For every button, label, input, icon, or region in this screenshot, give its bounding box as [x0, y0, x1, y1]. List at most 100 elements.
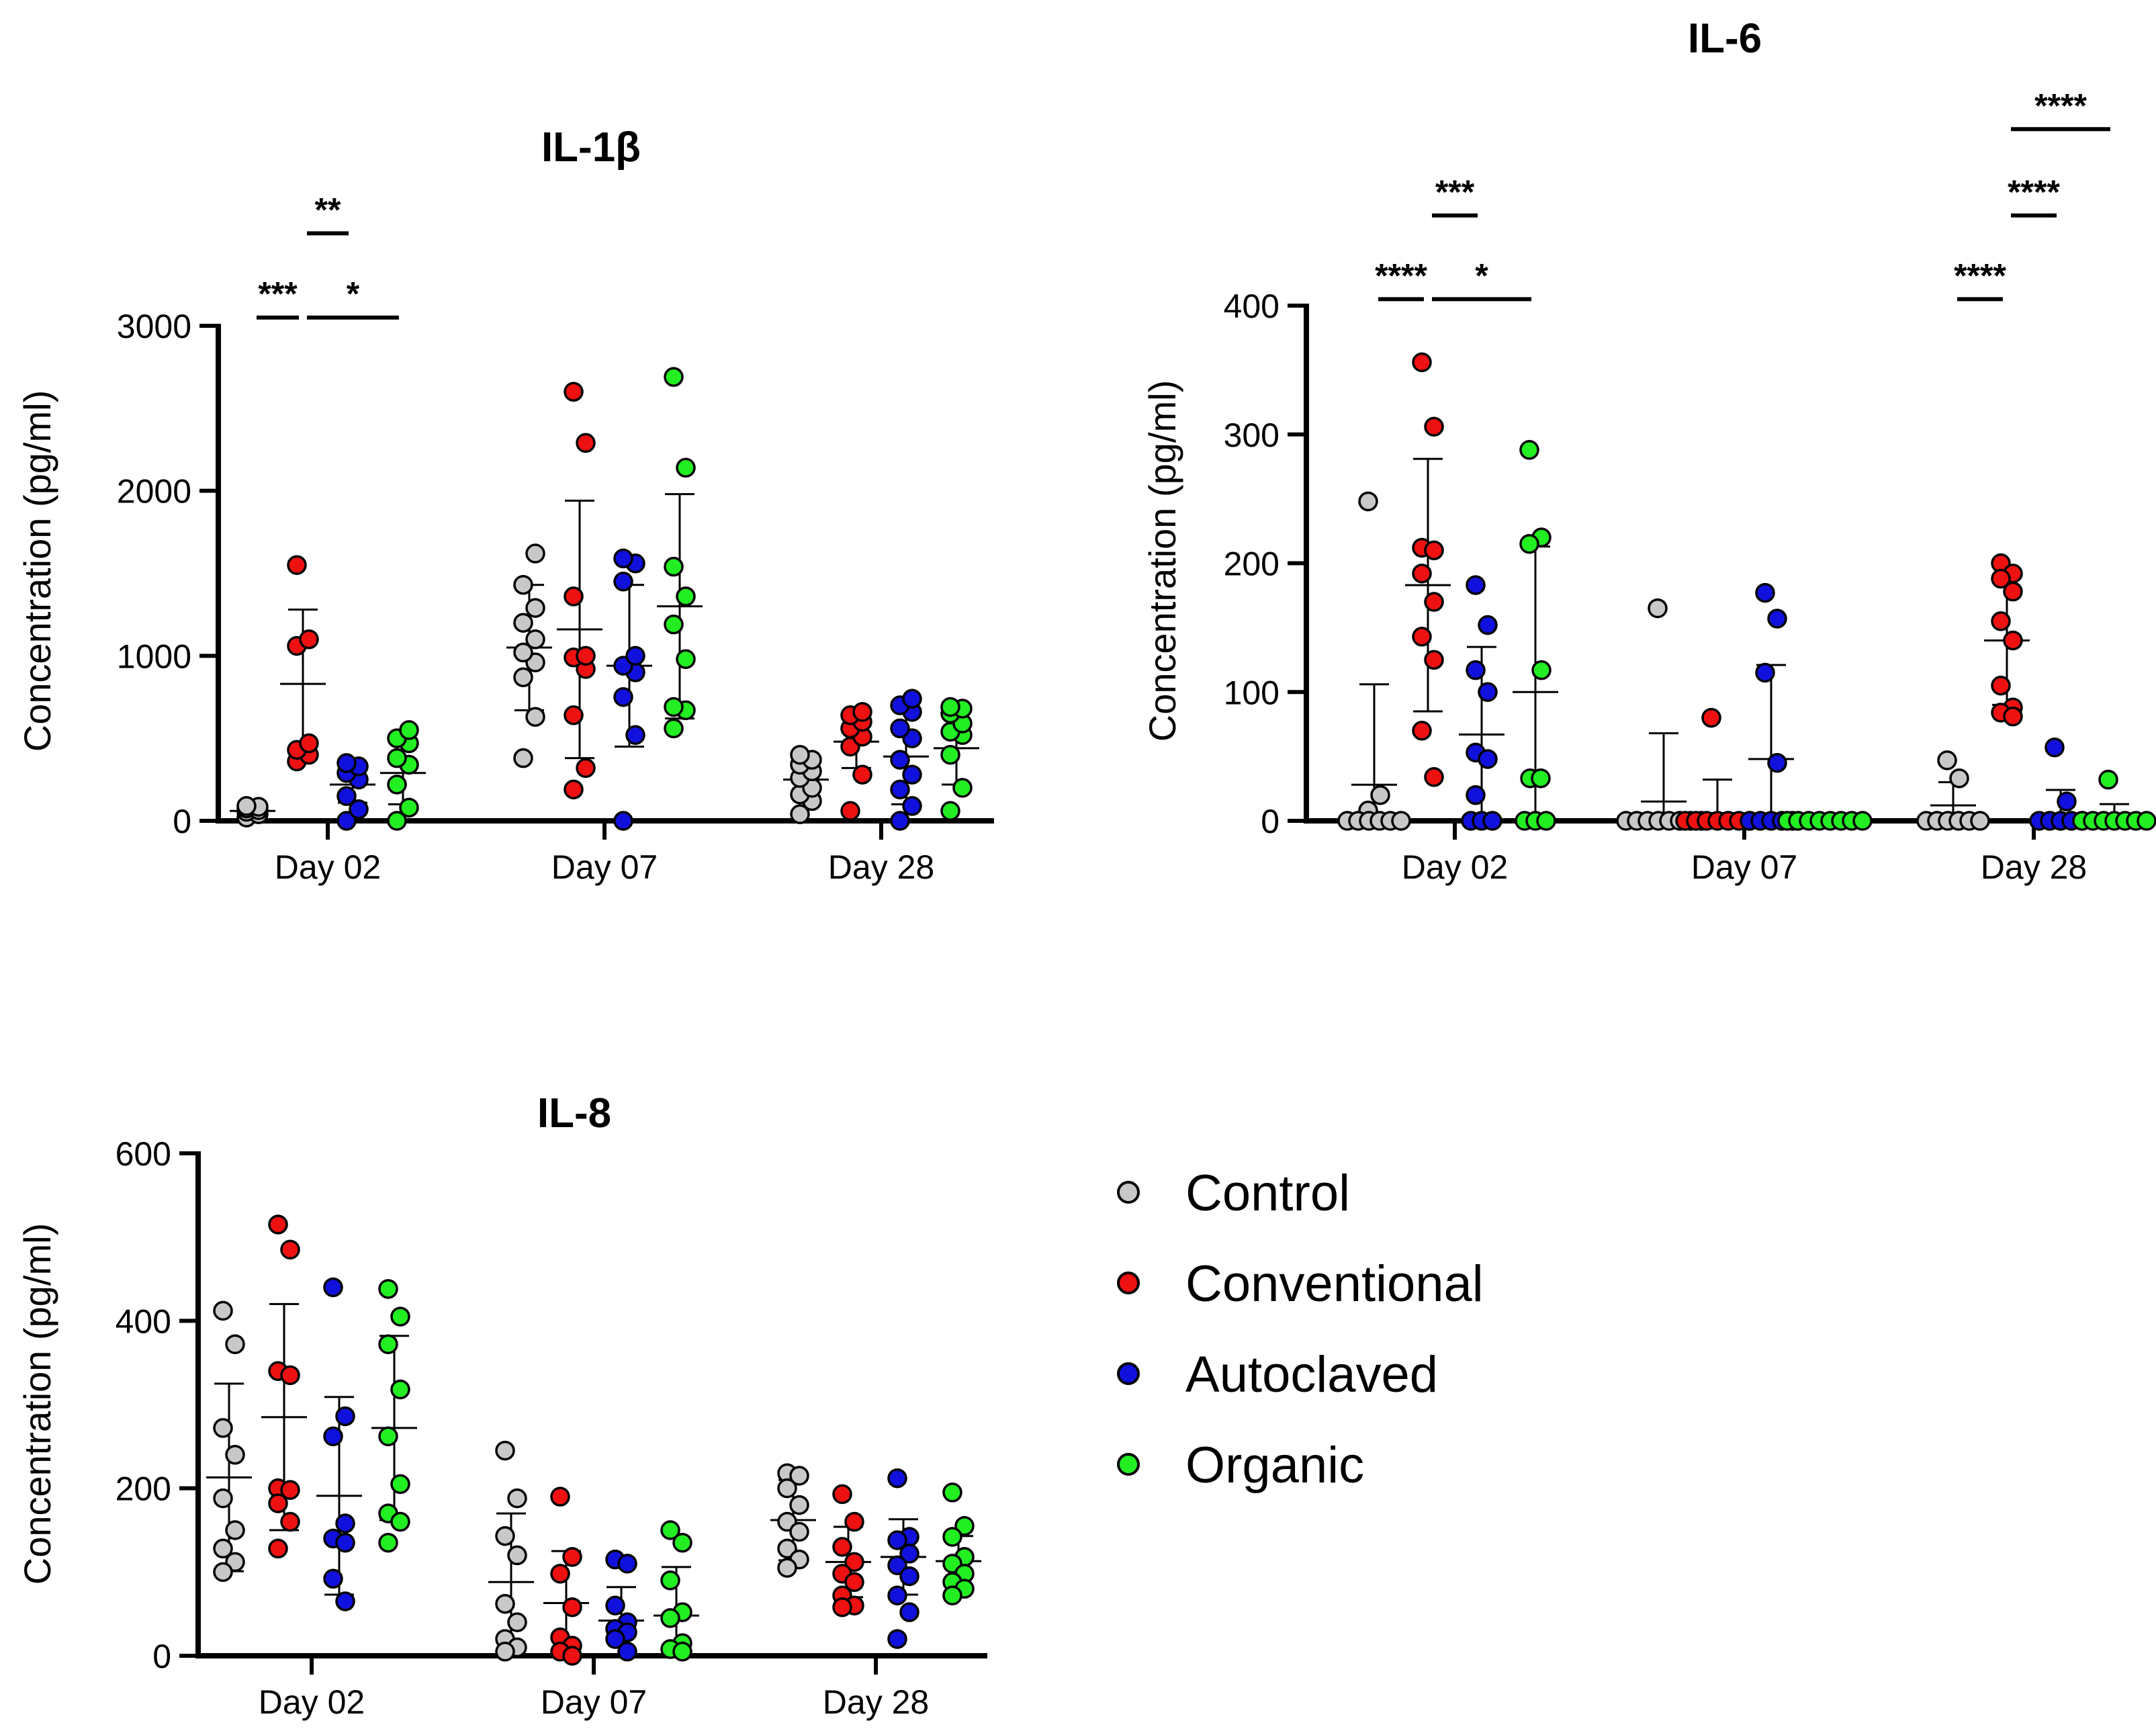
point-il8-control-day-28-8	[777, 1558, 797, 1578]
point-il6-autoclaved-day-07-0	[1755, 582, 1775, 603]
point-il8-control-day-07-3	[507, 1545, 527, 1566]
point-il8-control-day-02-5	[225, 1520, 245, 1540]
point-il6-organic-day-02-2	[1519, 533, 1539, 554]
point-il6-autoclaved-day-07-1	[1767, 609, 1787, 629]
point-il1b-control-day-07-5	[525, 629, 545, 650]
point-il6-autoclaved-day-02-3	[1478, 682, 1498, 702]
point-il8-control-day-07-8	[495, 1642, 515, 1662]
point-il8-autoclaved-day-02-1	[335, 1406, 355, 1427]
point-il8-autoclaved-day-02-5	[335, 1532, 355, 1553]
significance-label-il6-3: ****	[1954, 257, 2006, 294]
point-il1b-autoclaved-day-28-3	[902, 764, 922, 785]
y-tick-label-il1b-0: 0	[173, 803, 191, 840]
point-il6-control-day-28-1	[1949, 768, 1969, 789]
point-il1b-organic-day-07-5	[676, 586, 696, 607]
point-il8-organic-day-28-2	[942, 1527, 962, 1547]
point-il8-organic-day-28-8	[942, 1585, 962, 1605]
legend-label-organic: Organic	[1185, 1437, 1364, 1494]
y-tick-label-il6-100: 100	[1224, 674, 1279, 711]
point-il6-conventional-day-02-0	[1412, 352, 1432, 373]
legend-item-autoclaved: Autoclaved	[1117, 1346, 1438, 1403]
point-il8-control-day-02-0	[213, 1300, 233, 1321]
point-il6-organic-day-02-8	[1536, 811, 1556, 831]
point-il8-conventional-day-02-1	[280, 1239, 300, 1260]
point-il8-autoclaved-day-07-2	[605, 1595, 625, 1615]
point-il8-conventional-day-28-5	[844, 1572, 864, 1593]
point-il8-autoclaved-day-07-6	[605, 1629, 625, 1649]
point-il1b-autoclaved-day-28-4	[890, 750, 910, 770]
point-il1b-autoclaved-day-07-6	[613, 572, 633, 592]
y-axis-il8: 0 200 400 600	[116, 1135, 201, 1675]
significance-il1b: ******	[257, 191, 399, 320]
significance-il6: ******** ************	[1375, 87, 2110, 302]
legend: Control Conventional Autoclaved Organic	[1117, 1165, 1484, 1494]
point-il1b-control-day-28-0	[790, 804, 810, 824]
point-il8-organic-day-02-3	[390, 1379, 410, 1400]
point-il1b-organic-day-28-8	[940, 697, 960, 717]
point-il8-organic-day-02-8	[378, 1532, 398, 1553]
y-tick-label-il1b-2000: 2000	[117, 473, 191, 511]
point-il8-autoclaved-day-02-2	[323, 1426, 343, 1447]
point-il6-organic-day-02-5	[1531, 768, 1551, 789]
point-il1b-conventional-day-07-8	[564, 382, 584, 402]
significance-label-il6-4: ****	[2008, 173, 2060, 211]
point-il1b-organic-day-28-1	[952, 778, 973, 798]
point-il8-organic-day-28-0	[942, 1482, 962, 1503]
point-il6-conventional-day-02-4	[1412, 564, 1432, 584]
y-axis-il1b: 0 1000 2000 3000	[117, 308, 221, 840]
point-il6-conventional-day-28-3	[2003, 581, 2023, 602]
point-il1b-organic-day-07-7	[676, 457, 696, 478]
marks-il6	[1337, 352, 2156, 831]
x-tick-label-il6-day-07: Day 07	[1691, 848, 1797, 886]
point-il8-conventional-day-02-5	[280, 1480, 300, 1500]
point-il8-conventional-day-02-8	[268, 1538, 288, 1559]
point-il1b-control-day-07-2	[513, 667, 533, 688]
significance-label-il6-0: ****	[1375, 257, 1427, 294]
point-il1b-organic-day-07-3	[676, 649, 696, 669]
y-tick-label-il8-600: 600	[116, 1135, 171, 1173]
legend-item-control: Control	[1117, 1165, 1350, 1222]
point-il8-organic-day-02-4	[378, 1426, 398, 1447]
point-il8-conventional-day-02-3	[280, 1365, 300, 1386]
significance-label-il6-1: ***	[1435, 173, 1475, 211]
legend-label-autoclaved: Autoclaved	[1185, 1346, 1438, 1403]
x-axis-il1b: Day 02 Day 07 Day 28	[216, 818, 994, 886]
legend-label-conventional: Conventional	[1185, 1255, 1484, 1313]
point-il6-control-day-07-0	[1648, 598, 1668, 619]
point-il8-autoclaved-day-07-7	[617, 1642, 637, 1662]
point-il8-organic-day-07-1	[672, 1532, 692, 1553]
point-il6-organic-day-02-0	[1519, 440, 1539, 460]
point-il1b-control-day-07-1	[525, 707, 545, 727]
y-tick-label-il6-300: 300	[1224, 416, 1279, 454]
significance-label-il1b-0: ***	[258, 275, 298, 313]
point-il1b-autoclaved-day-02-2	[336, 786, 357, 806]
y-tick-label-il1b-1000: 1000	[117, 637, 191, 675]
point-il6-conventional-day-28-9	[2003, 706, 2023, 727]
point-il1b-organic-day-02-1	[399, 797, 419, 818]
point-il1b-conventional-day-02-3	[299, 733, 319, 754]
point-il1b-control-day-28-8	[790, 744, 810, 765]
point-il6-conventional-day-02-9	[1424, 767, 1444, 787]
y-tick-label-il6-400: 400	[1224, 287, 1279, 325]
y-tick-label-il8-0: 0	[152, 1638, 171, 1675]
point-il8-conventional-day-07-7	[562, 1646, 582, 1666]
point-il8-organic-day-02-2	[378, 1334, 398, 1354]
point-il8-autoclaved-day-02-6	[323, 1568, 343, 1589]
panel-il8: IL-8 Concentration (pg/ml) 0 200 400 600 Da…	[16, 1090, 987, 1721]
point-il6-autoclaved-day-07-3	[1767, 752, 1787, 773]
point-il8-control-day-28-2	[777, 1478, 797, 1499]
point-il1b-autoclaved-day-07-5	[625, 646, 645, 666]
point-il6-organic-day-28-0	[2098, 769, 2118, 790]
point-il1b-control-day-07-4	[513, 642, 533, 663]
point-il1b-autoclaved-day-02-0	[336, 811, 357, 831]
ylabel-il1b: Concentration (pg/ml)	[16, 390, 58, 752]
point-il6-conventional-day-28-4	[1991, 611, 2011, 631]
point-il8-conventional-day-07-3	[562, 1597, 582, 1617]
point-il6-control-day-02-1	[1370, 785, 1390, 805]
point-il8-control-day-02-2	[213, 1418, 233, 1438]
point-il6-control-day-28-7	[1970, 811, 1990, 831]
point-il1b-autoclaved-day-02-6	[336, 753, 357, 773]
point-il1b-organic-day-02-0	[387, 811, 407, 831]
point-il8-autoclaved-day-28-6	[887, 1585, 907, 1605]
